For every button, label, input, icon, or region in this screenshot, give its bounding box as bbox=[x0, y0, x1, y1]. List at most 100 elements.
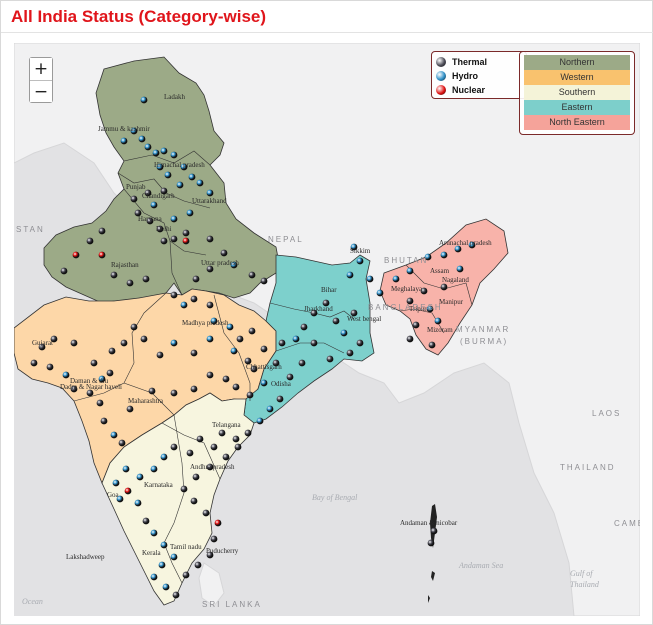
hydro-plant-marker[interactable] bbox=[266, 405, 274, 413]
hydro-plant-marker[interactable] bbox=[160, 541, 168, 549]
legend-hydro[interactable]: Hydro bbox=[436, 69, 522, 83]
thermal-plant-marker[interactable] bbox=[172, 591, 180, 599]
hydro-plant-marker[interactable] bbox=[426, 305, 434, 313]
thermal-plant-marker[interactable] bbox=[170, 235, 178, 243]
thermal-plant-marker[interactable] bbox=[86, 389, 94, 397]
hydro-plant-marker[interactable] bbox=[150, 529, 158, 537]
legend-north-eastern[interactable]: North Eastern bbox=[524, 115, 630, 130]
thermal-plant-marker[interactable] bbox=[118, 439, 126, 447]
hydro-plant-marker[interactable] bbox=[456, 265, 464, 273]
thermal-plant-marker[interactable] bbox=[276, 395, 284, 403]
thermal-plant-marker[interactable] bbox=[86, 237, 94, 245]
hydro-plant-marker[interactable] bbox=[170, 215, 178, 223]
hydro-plant-marker[interactable] bbox=[292, 335, 300, 343]
thermal-plant-marker[interactable] bbox=[98, 227, 106, 235]
thermal-plant-marker[interactable] bbox=[130, 323, 138, 331]
thermal-plant-marker[interactable] bbox=[326, 355, 334, 363]
thermal-plant-marker[interactable] bbox=[210, 443, 218, 451]
thermal-plant-marker[interactable] bbox=[106, 369, 114, 377]
legend-southern[interactable]: Southern bbox=[524, 85, 630, 100]
thermal-plant-marker[interactable] bbox=[50, 335, 58, 343]
hydro-plant-marker[interactable] bbox=[406, 267, 414, 275]
thermal-plant-marker[interactable] bbox=[206, 265, 214, 273]
thermal-plant-marker[interactable] bbox=[260, 345, 268, 353]
hydro-plant-marker[interactable] bbox=[170, 553, 178, 561]
hydro-plant-marker[interactable] bbox=[376, 289, 384, 297]
thermal-plant-marker[interactable] bbox=[232, 383, 240, 391]
hydro-plant-marker[interactable] bbox=[130, 127, 138, 135]
thermal-plant-marker[interactable] bbox=[406, 297, 414, 305]
thermal-plant-marker[interactable] bbox=[246, 391, 254, 399]
thermal-plant-marker[interactable] bbox=[190, 497, 198, 505]
hydro-plant-marker[interactable] bbox=[150, 573, 158, 581]
thermal-plant-marker[interactable] bbox=[220, 249, 228, 257]
thermal-plant-marker[interactable] bbox=[96, 399, 104, 407]
hydro-plant-marker[interactable] bbox=[98, 375, 106, 383]
hydro-plant-marker[interactable] bbox=[170, 151, 178, 159]
thermal-plant-marker[interactable] bbox=[170, 443, 178, 451]
thermal-plant-marker[interactable] bbox=[427, 539, 435, 547]
hydro-plant-marker[interactable] bbox=[366, 275, 374, 283]
thermal-plant-marker[interactable] bbox=[206, 371, 214, 379]
hydro-plant-marker[interactable] bbox=[150, 465, 158, 473]
thermal-plant-marker[interactable] bbox=[430, 527, 438, 535]
thermal-plant-marker[interactable] bbox=[260, 277, 268, 285]
thermal-plant-marker[interactable] bbox=[206, 301, 214, 309]
hydro-plant-marker[interactable] bbox=[122, 465, 130, 473]
nuclear-plant-marker[interactable] bbox=[98, 251, 106, 259]
hydro-plant-marker[interactable] bbox=[120, 137, 128, 145]
thermal-plant-marker[interactable] bbox=[222, 453, 230, 461]
hydro-plant-marker[interactable] bbox=[256, 417, 264, 425]
thermal-plant-marker[interactable] bbox=[146, 217, 154, 225]
hydro-plant-marker[interactable] bbox=[434, 317, 442, 325]
thermal-plant-marker[interactable] bbox=[100, 417, 108, 425]
thermal-plant-marker[interactable] bbox=[170, 291, 178, 299]
thermal-plant-marker[interactable] bbox=[148, 387, 156, 395]
thermal-plant-marker[interactable] bbox=[244, 357, 252, 365]
thermal-plant-marker[interactable] bbox=[160, 237, 168, 245]
thermal-plant-marker[interactable] bbox=[60, 267, 68, 275]
thermal-plant-marker[interactable] bbox=[186, 449, 194, 457]
thermal-plant-marker[interactable] bbox=[310, 339, 318, 347]
hydro-plant-marker[interactable] bbox=[346, 271, 354, 279]
nuclear-plant-marker[interactable] bbox=[214, 519, 222, 527]
thermal-plant-marker[interactable] bbox=[46, 363, 54, 371]
thermal-plant-marker[interactable] bbox=[332, 317, 340, 325]
thermal-plant-marker[interactable] bbox=[30, 359, 38, 367]
nuclear-plant-marker[interactable] bbox=[72, 251, 80, 259]
thermal-plant-marker[interactable] bbox=[218, 429, 226, 437]
thermal-plant-marker[interactable] bbox=[108, 347, 116, 355]
hydro-plant-marker[interactable] bbox=[340, 329, 348, 337]
plant-markers[interactable] bbox=[30, 96, 476, 599]
hydro-plant-marker[interactable] bbox=[110, 431, 118, 439]
legend-thermal[interactable]: Thermal bbox=[436, 55, 522, 69]
hydro-plant-marker[interactable] bbox=[170, 339, 178, 347]
thermal-plant-marker[interactable] bbox=[192, 473, 200, 481]
thermal-plant-marker[interactable] bbox=[126, 279, 134, 287]
thermal-plant-marker[interactable] bbox=[346, 349, 354, 357]
hydro-plant-marker[interactable] bbox=[392, 275, 400, 283]
hydro-plant-marker[interactable] bbox=[144, 143, 152, 151]
thermal-plant-marker[interactable] bbox=[248, 271, 256, 279]
hydro-plant-marker[interactable] bbox=[186, 209, 194, 217]
thermal-plant-marker[interactable] bbox=[190, 349, 198, 357]
hydro-plant-marker[interactable] bbox=[260, 379, 268, 387]
thermal-plant-marker[interactable] bbox=[90, 359, 98, 367]
thermal-plant-marker[interactable] bbox=[322, 299, 330, 307]
thermal-plant-marker[interactable] bbox=[156, 225, 164, 233]
thermal-plant-marker[interactable] bbox=[190, 385, 198, 393]
thermal-plant-marker[interactable] bbox=[130, 195, 138, 203]
hydro-plant-marker[interactable] bbox=[62, 371, 70, 379]
thermal-plant-marker[interactable] bbox=[300, 323, 308, 331]
hydro-plant-marker[interactable] bbox=[350, 243, 358, 251]
hydro-plant-marker[interactable] bbox=[356, 257, 364, 265]
hydro-plant-marker[interactable] bbox=[180, 301, 188, 309]
hydro-plant-marker[interactable] bbox=[136, 473, 144, 481]
thermal-plant-marker[interactable] bbox=[144, 189, 152, 197]
hydro-plant-marker[interactable] bbox=[206, 189, 214, 197]
hydro-plant-marker[interactable] bbox=[176, 181, 184, 189]
hydro-plant-marker[interactable] bbox=[138, 135, 146, 143]
hydro-plant-marker[interactable] bbox=[206, 335, 214, 343]
thermal-plant-marker[interactable] bbox=[298, 359, 306, 367]
thermal-plant-marker[interactable] bbox=[182, 571, 190, 579]
